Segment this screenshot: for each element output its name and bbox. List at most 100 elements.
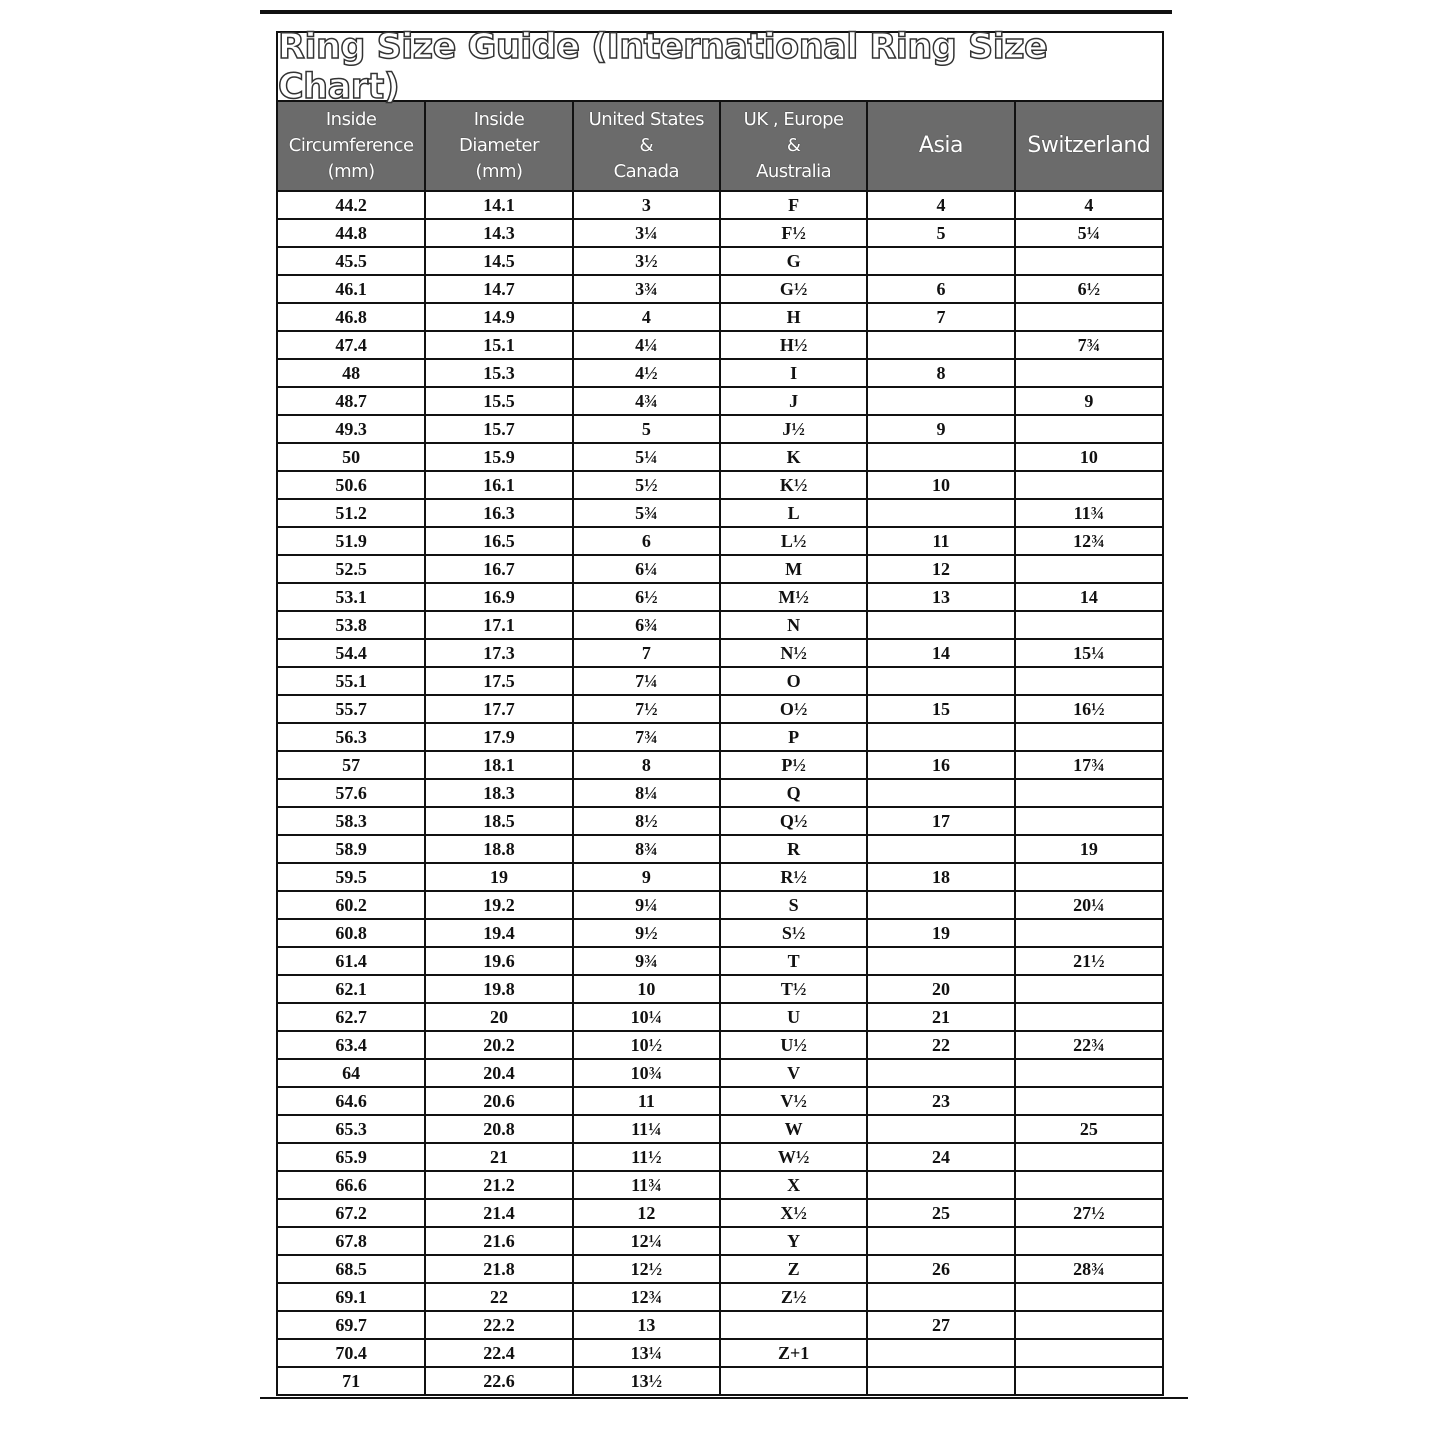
cell-inside-diameter: 16.1 [425, 470, 574, 500]
cell-switzerland: 7¾ [1014, 330, 1162, 360]
cell-inside-circumference: 44.8 [278, 218, 427, 248]
cell-asia [867, 890, 1016, 920]
cell-uk-europe-australia: Q½ [719, 806, 869, 836]
cell-switzerland: 4 [1014, 190, 1162, 220]
cell-switzerland [1014, 918, 1162, 948]
cell-inside-diameter: 16.5 [425, 526, 574, 556]
cell-us-canada: 12¼ [572, 1226, 721, 1256]
cell-inside-circumference: 67.8 [278, 1226, 427, 1256]
cell-uk-europe-australia: Z [719, 1254, 869, 1284]
cell-inside-diameter: 19.4 [425, 918, 574, 948]
cell-switzerland: 25 [1014, 1114, 1162, 1144]
cell-switzerland: 6½ [1014, 274, 1162, 304]
column-header-line: Canada [613, 161, 680, 182]
table-row: 67.8 21.6 12¼ Y [278, 1226, 1162, 1256]
cell-switzerland: 16½ [1014, 694, 1162, 724]
column-header-line: Diameter [458, 135, 540, 156]
cell-switzerland [1014, 358, 1162, 388]
table-row: 58.3 18.5 8½ Q½ 17 [278, 806, 1162, 836]
cell-inside-diameter: 21.4 [425, 1198, 574, 1228]
cell-us-canada: 7¾ [572, 722, 721, 752]
table-row: 61.4 19.6 9¾ T 21½ [278, 946, 1162, 976]
cell-inside-diameter: 21 [425, 1142, 574, 1172]
cell-us-canada: 12 [572, 1198, 721, 1228]
cell-switzerland: 11¾ [1014, 498, 1162, 528]
table-row: 62.1 19.8 10 T½ 20 [278, 974, 1162, 1004]
cell-asia: 17 [867, 806, 1016, 836]
cell-asia: 15 [867, 694, 1016, 724]
cell-switzerland [1014, 1058, 1162, 1088]
cell-asia: 7 [867, 302, 1016, 332]
cell-inside-circumference: 68.5 [278, 1254, 427, 1284]
cell-switzerland [1014, 1338, 1162, 1368]
cell-asia [867, 722, 1016, 752]
cell-asia: 19 [867, 918, 1016, 948]
cell-us-canada: 3 [572, 190, 721, 220]
cell-switzerland [1014, 722, 1162, 752]
cell-inside-diameter: 22 [425, 1282, 574, 1312]
column-header-line: Australia [756, 161, 832, 182]
cell-asia: 9 [867, 414, 1016, 444]
cell-inside-diameter: 20.4 [425, 1058, 574, 1088]
column-header-switzerland: Switzerland [1014, 102, 1162, 191]
cell-us-canada: 5 [572, 414, 721, 444]
cell-inside-diameter: 21.8 [425, 1254, 574, 1284]
cell-inside-diameter: 19.2 [425, 890, 574, 920]
cell-uk-europe-australia: F [719, 190, 869, 220]
cell-us-canada: 6¼ [572, 554, 721, 584]
cell-inside-circumference: 66.6 [278, 1170, 427, 1200]
cell-switzerland [1014, 610, 1162, 640]
cell-asia: 26 [867, 1254, 1016, 1284]
cell-uk-europe-australia: J½ [719, 414, 869, 444]
cell-us-canada: 9¼ [572, 890, 721, 920]
bottom-rule [260, 1397, 1188, 1399]
cell-uk-europe-australia: U½ [719, 1030, 869, 1060]
cell-us-canada: 8¼ [572, 778, 721, 808]
table-row: 59.5 19 9 R½ 18 [278, 862, 1162, 892]
table-row: 44.2 14.1 3 F 4 4 [278, 190, 1162, 220]
cell-uk-europe-australia: W½ [719, 1142, 869, 1172]
cell-inside-diameter: 22.6 [425, 1366, 574, 1394]
cell-uk-europe-australia: R½ [719, 862, 869, 892]
cell-uk-europe-australia: G½ [719, 274, 869, 304]
cell-inside-circumference: 54.4 [278, 638, 427, 668]
cell-inside-circumference: 64 [278, 1058, 427, 1088]
cell-uk-europe-australia: Y [719, 1226, 869, 1256]
cell-switzerland [1014, 806, 1162, 836]
table-row: 53.8 17.1 6¾ N [278, 610, 1162, 640]
cell-us-canada: 12¾ [572, 1282, 721, 1312]
column-header-line: (mm) [475, 161, 523, 182]
cell-asia [867, 666, 1016, 696]
cell-inside-diameter: 14.9 [425, 302, 574, 332]
cell-inside-diameter: 21.6 [425, 1226, 574, 1256]
cell-asia [867, 330, 1016, 360]
cell-switzerland [1014, 778, 1162, 808]
cell-us-canada: 4½ [572, 358, 721, 388]
cell-asia: 4 [867, 190, 1016, 220]
cell-uk-europe-australia: F½ [719, 218, 869, 248]
cell-inside-circumference: 71 [278, 1366, 427, 1394]
cell-us-canada: 9½ [572, 918, 721, 948]
cell-uk-europe-australia: S½ [719, 918, 869, 948]
cell-inside-circumference: 49.3 [278, 414, 427, 444]
table-row: 44.8 14.3 3¼ F½ 5 5¼ [278, 218, 1162, 248]
cell-switzerland [1014, 1170, 1162, 1200]
cell-inside-diameter: 21.2 [425, 1170, 574, 1200]
cell-asia: 25 [867, 1198, 1016, 1228]
cell-inside-diameter: 18.8 [425, 834, 574, 864]
cell-switzerland [1014, 1282, 1162, 1312]
column-header-line: (mm) [327, 161, 376, 182]
cell-uk-europe-australia: X [719, 1170, 869, 1200]
cell-us-canada: 4¼ [572, 330, 721, 360]
cell-inside-circumference: 47.4 [278, 330, 427, 360]
cell-uk-europe-australia: L½ [719, 526, 869, 556]
cell-inside-diameter: 17.9 [425, 722, 574, 752]
table-row: 56.3 17.9 7¾ P [278, 722, 1162, 752]
cell-inside-circumference: 53.1 [278, 582, 427, 612]
cell-switzerland: 21½ [1014, 946, 1162, 976]
cell-asia [867, 1058, 1016, 1088]
cell-switzerland [1014, 1310, 1162, 1340]
cell-uk-europe-australia: H [719, 302, 869, 332]
cell-asia: 11 [867, 526, 1016, 556]
cell-uk-europe-australia: L [719, 498, 869, 528]
